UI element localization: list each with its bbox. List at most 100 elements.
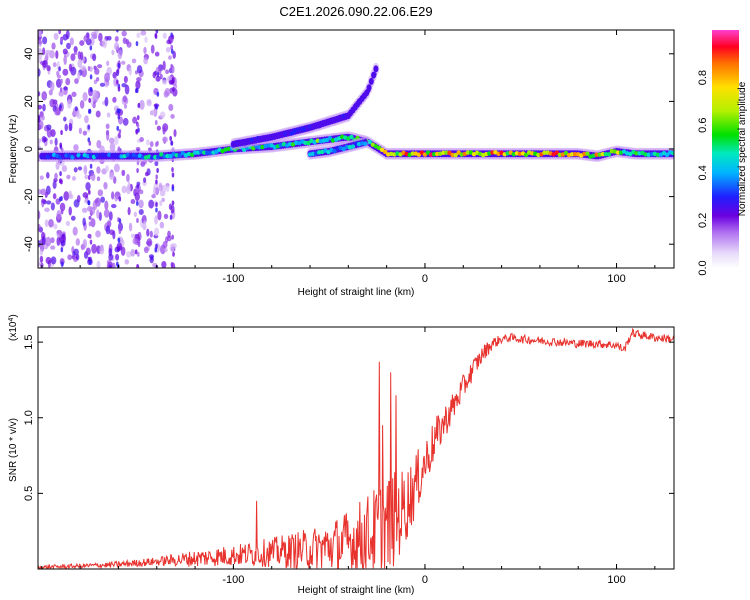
- noise-speckle: [146, 238, 153, 247]
- noise-speckle: [50, 202, 55, 211]
- noise-speckle: [38, 146, 42, 151]
- noise-speckle: [165, 184, 170, 193]
- noise-speckle: [59, 142, 63, 148]
- noise-speckle: [170, 44, 174, 50]
- noise-speckle: [136, 168, 139, 174]
- noise-speckle: [150, 44, 155, 54]
- noise-speckle: [104, 200, 109, 210]
- noise-speckle: [168, 203, 173, 210]
- noise-speckle: [60, 78, 63, 84]
- noise-speckle: [74, 106, 78, 112]
- noise-speckle: [120, 246, 126, 256]
- noise-speckle: [121, 169, 126, 177]
- noise-speckle: [170, 140, 174, 146]
- noise-speckle: [111, 262, 116, 268]
- noise-speckle: [117, 86, 121, 92]
- noise-speckle: [157, 210, 162, 221]
- noise-speckle: [113, 135, 119, 146]
- noise-speckle: [138, 199, 144, 209]
- noise-speckle: [65, 77, 71, 86]
- colorbar-label: Normalized spectral amplitude: [737, 81, 748, 216]
- noise-speckle: [89, 74, 93, 80]
- noise-speckle: [107, 35, 112, 41]
- noise-speckle: [118, 218, 122, 224]
- noise-speckle: [52, 193, 57, 200]
- noise-speckle: [74, 78, 79, 85]
- noise-speckle: [127, 207, 131, 216]
- noise-speckle: [126, 41, 132, 48]
- noise-speckle: [75, 253, 80, 261]
- noise-speckle: [159, 244, 166, 255]
- colorbar-tick-label: 0.8: [697, 70, 709, 85]
- noise-speckle: [121, 83, 127, 88]
- noise-speckle: [53, 223, 58, 230]
- band-peak: [362, 141, 368, 146]
- noise-speckle: [118, 229, 122, 235]
- band-peak: [327, 135, 333, 141]
- noise-speckle: [137, 251, 140, 257]
- noise-speckle: [170, 63, 173, 69]
- noise-speckle: [150, 109, 156, 116]
- noise-speckle: [84, 174, 89, 180]
- noise-speckle: [110, 204, 117, 209]
- noise-speckle: [87, 65, 91, 71]
- noise-speckle: [117, 246, 120, 252]
- noise-speckle: [85, 38, 92, 46]
- noise-speckle: [118, 196, 122, 202]
- noise-speckle: [172, 50, 176, 59]
- noise-speckle: [59, 87, 63, 93]
- noise-speckle: [73, 51, 78, 56]
- band-peak: [274, 134, 279, 139]
- noise-speckle: [59, 202, 66, 212]
- noise-speckle: [156, 140, 159, 146]
- x-tick-label: 0: [422, 273, 428, 285]
- noise-speckle: [63, 54, 67, 65]
- noise-speckle: [156, 72, 160, 78]
- noise-speckle: [115, 253, 120, 261]
- noise-speckle: [46, 124, 52, 131]
- noise-speckle: [53, 32, 59, 41]
- band-peak: [335, 145, 340, 151]
- band-peak: [353, 102, 359, 108]
- noise-speckle: [143, 220, 147, 229]
- noise-speckle: [84, 115, 89, 124]
- noise-speckle: [133, 211, 138, 218]
- noise-speckle: [104, 96, 109, 107]
- noise-speckle: [162, 60, 166, 71]
- noise-speckle: [83, 35, 88, 42]
- band-peak: [140, 155, 146, 160]
- noise-speckle: [75, 238, 81, 246]
- noise-speckle: [95, 230, 101, 238]
- noise-speckle: [136, 187, 139, 193]
- band-peak: [359, 95, 365, 101]
- noise-speckle: [108, 211, 113, 221]
- noise-speckle: [149, 141, 154, 148]
- noise-speckle: [109, 137, 115, 144]
- noise-speckle: [73, 199, 80, 208]
- noise-speckle: [108, 264, 113, 268]
- noise-speckle: [140, 30, 147, 36]
- noise-speckle: [96, 260, 101, 268]
- y-tick-label: 1.0: [23, 410, 35, 425]
- y-tick-label: 40: [23, 48, 35, 60]
- band-peak: [192, 150, 198, 155]
- noise-speckle: [117, 62, 121, 68]
- band-peak: [332, 148, 337, 154]
- noise-speckle: [162, 136, 169, 143]
- noise-speckle: [62, 48, 68, 55]
- noise-speckle: [143, 177, 147, 184]
- noise-speckle: [50, 237, 55, 244]
- noise-speckle: [116, 108, 120, 114]
- noise-speckle: [87, 175, 91, 181]
- noise-speckle: [71, 176, 76, 181]
- noise-speckle: [171, 234, 174, 240]
- noise-speckle: [99, 246, 105, 255]
- noise-speckle: [42, 60, 48, 68]
- noise-speckle: [56, 70, 60, 76]
- band-peak: [367, 139, 372, 145]
- noise-speckle: [62, 68, 69, 76]
- snr-multiplier: (x104): [8, 314, 20, 341]
- noise-speckle: [68, 122, 73, 132]
- noise-speckle: [108, 172, 115, 181]
- noise-speckle: [38, 223, 41, 229]
